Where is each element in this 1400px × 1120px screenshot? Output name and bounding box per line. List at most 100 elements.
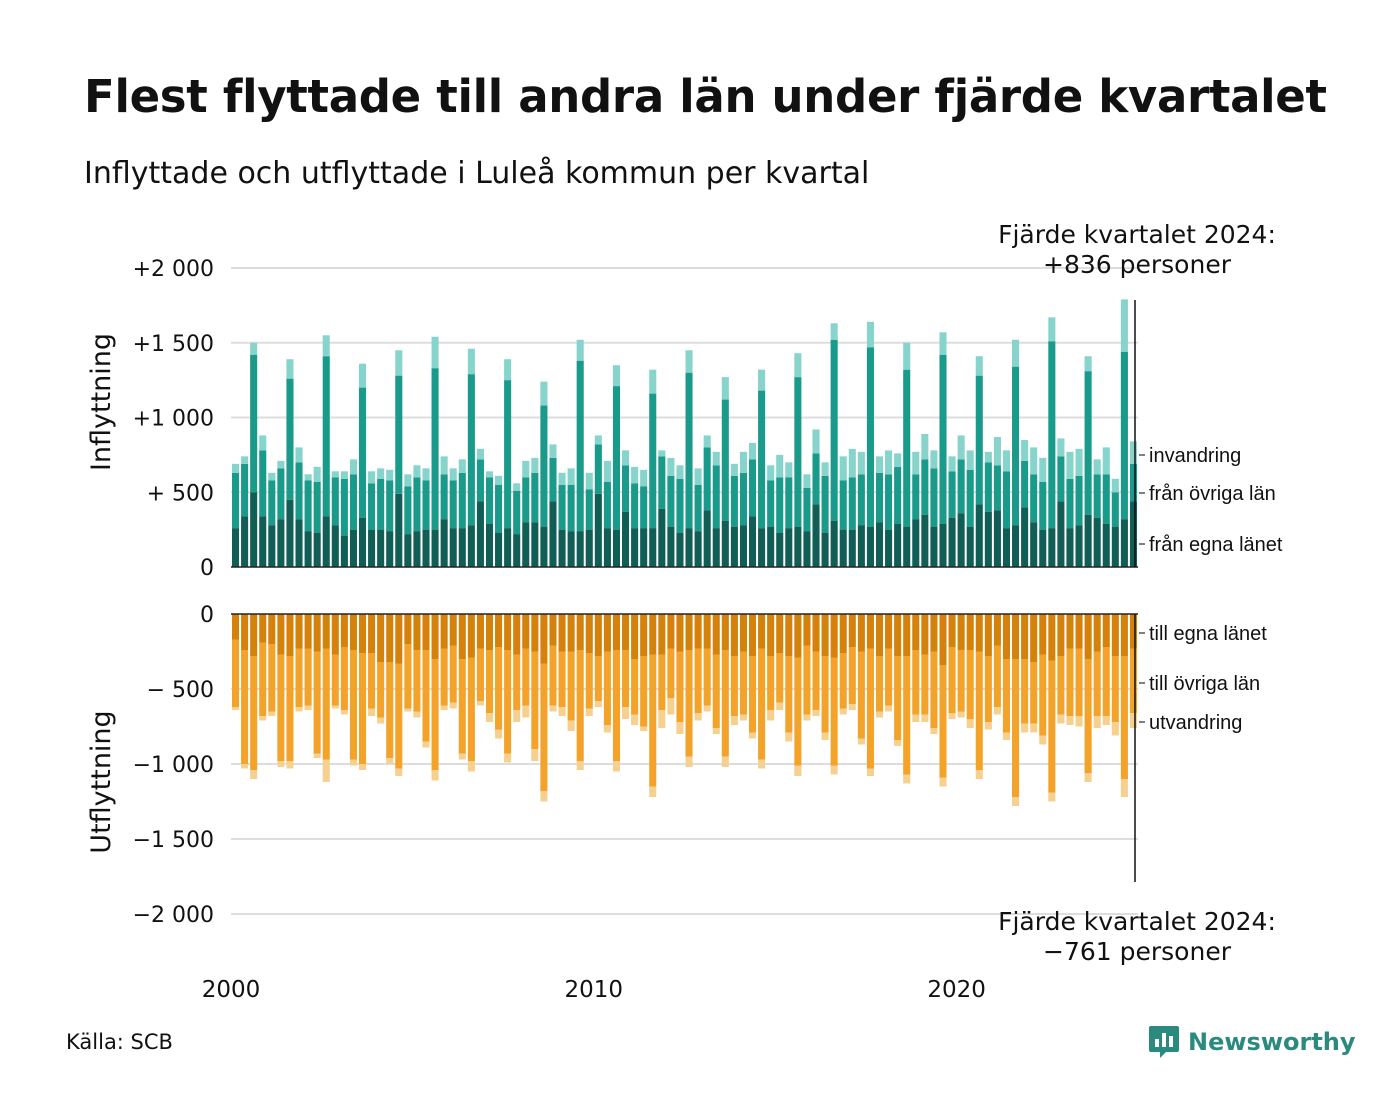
- bar-inflow: [259, 450, 267, 517]
- bar-outflow: [386, 758, 394, 764]
- bar-outflow: [1057, 656, 1065, 715]
- bar-outflow: [1111, 722, 1119, 736]
- bar-inflow: [1084, 371, 1092, 515]
- bar-inflow: [295, 462, 303, 520]
- bar-inflow: [676, 532, 684, 567]
- bar-outflow: [739, 651, 747, 715]
- bar-inflow: [948, 471, 956, 518]
- series-label-till-ovriga-lan: till övriga län: [1149, 673, 1260, 695]
- bar-inflow: [966, 450, 974, 470]
- bar-outflow: [821, 732, 829, 740]
- bar-inflow: [640, 528, 648, 567]
- bar-inflow: [739, 472, 747, 526]
- bar-inflow: [286, 359, 294, 379]
- bar-inflow: [313, 466, 321, 482]
- bar-inflow: [612, 365, 621, 387]
- bar-outflow: [866, 648, 874, 769]
- bar-inflow: [640, 469, 648, 487]
- bar-outflow: [776, 614, 784, 653]
- bar-inflow: [857, 451, 865, 475]
- bar-outflow: [386, 662, 394, 758]
- bar-inflow: [975, 375, 983, 505]
- bar-inflow: [540, 526, 548, 567]
- bar-inflow: [748, 459, 757, 517]
- bar-outflow: [921, 714, 929, 722]
- bar-inflow: [866, 321, 874, 348]
- bar-outflow: [485, 713, 494, 722]
- bar-outflow: [277, 614, 285, 655]
- bar-inflow: [821, 462, 829, 476]
- bar-outflow: [1120, 656, 1128, 779]
- bar-outflow: [241, 650, 249, 764]
- bar-outflow: [594, 614, 602, 656]
- bar-outflow: [640, 614, 648, 656]
- bar-outflow: [848, 704, 856, 710]
- series-label-utvandring: utvandring: [1149, 712, 1242, 734]
- bar-inflow: [1066, 528, 1074, 567]
- bar-outflow: [268, 644, 276, 712]
- bar-inflow: [785, 528, 793, 567]
- bar-inflow: [875, 522, 884, 567]
- bar-outflow: [368, 614, 376, 653]
- bar-outflow: [885, 614, 893, 649]
- bar-outflow: [993, 707, 1001, 715]
- bar-outflow: [1057, 714, 1065, 724]
- source-note: Källa: SCB: [66, 1030, 173, 1054]
- bar-inflow: [776, 532, 784, 567]
- bar-inflow: [694, 468, 702, 485]
- bar-inflow: [1057, 438, 1065, 457]
- bar-outflow: [912, 614, 920, 650]
- bar-outflow: [404, 614, 412, 644]
- bar-inflow: [830, 339, 838, 521]
- bar-outflow: [540, 791, 548, 802]
- bar-outflow: [667, 648, 675, 698]
- bar-inflow: [894, 523, 902, 567]
- bar-inflow: [939, 332, 947, 355]
- bar-outflow: [259, 716, 267, 721]
- bar-outflow: [603, 651, 611, 725]
- annotation-inflow-line2: +836 personer: [1043, 250, 1232, 279]
- bar-inflow: [313, 481, 321, 533]
- bar-inflow: [712, 528, 720, 567]
- bar-inflow: [467, 348, 475, 375]
- bar-inflow: [277, 519, 285, 567]
- bar-inflow: [703, 435, 711, 448]
- bar-outflow: [1102, 716, 1110, 725]
- grid-lines: [231, 267, 1138, 915]
- bar-inflow: [649, 393, 657, 529]
- bar-outflow: [1120, 779, 1128, 797]
- bar-outflow: [785, 732, 793, 742]
- bar-outflow: [404, 644, 412, 709]
- bar-inflow: [232, 528, 240, 567]
- bar-inflow: [821, 532, 829, 567]
- bar-inflow: [830, 323, 838, 340]
- bar-inflow: [485, 471, 494, 478]
- bar-inflow: [549, 457, 557, 502]
- bar-inflow: [1039, 529, 1047, 568]
- bar-inflow: [894, 466, 902, 524]
- bar-outflow: [250, 656, 258, 770]
- bar-outflow: [866, 768, 874, 776]
- bar-inflow: [631, 528, 639, 567]
- bar-outflow: [485, 650, 494, 713]
- series-label-fran-egna-lanet: från egna länet: [1149, 534, 1283, 556]
- bar-outflow: [304, 648, 312, 706]
- bar-outflow: [712, 654, 720, 728]
- bar-inflow: [957, 435, 965, 460]
- bar-inflow: [830, 520, 838, 567]
- bar-inflow: [476, 448, 484, 460]
- bar-inflow: [404, 474, 412, 487]
- bar-inflow: [649, 369, 657, 394]
- bar-inflow: [358, 387, 367, 518]
- bar-outflow: [622, 614, 630, 650]
- bar-outflow: [431, 770, 439, 781]
- bar-inflow: [885, 450, 893, 475]
- bar-outflow: [830, 765, 838, 775]
- bar-outflow: [313, 651, 321, 754]
- bar-outflow: [576, 614, 584, 650]
- bar-outflow: [649, 614, 657, 655]
- bar-inflow: [440, 456, 448, 475]
- bar-outflow: [277, 761, 285, 767]
- bar-inflow: [540, 381, 548, 406]
- bar-outflow: [767, 710, 775, 721]
